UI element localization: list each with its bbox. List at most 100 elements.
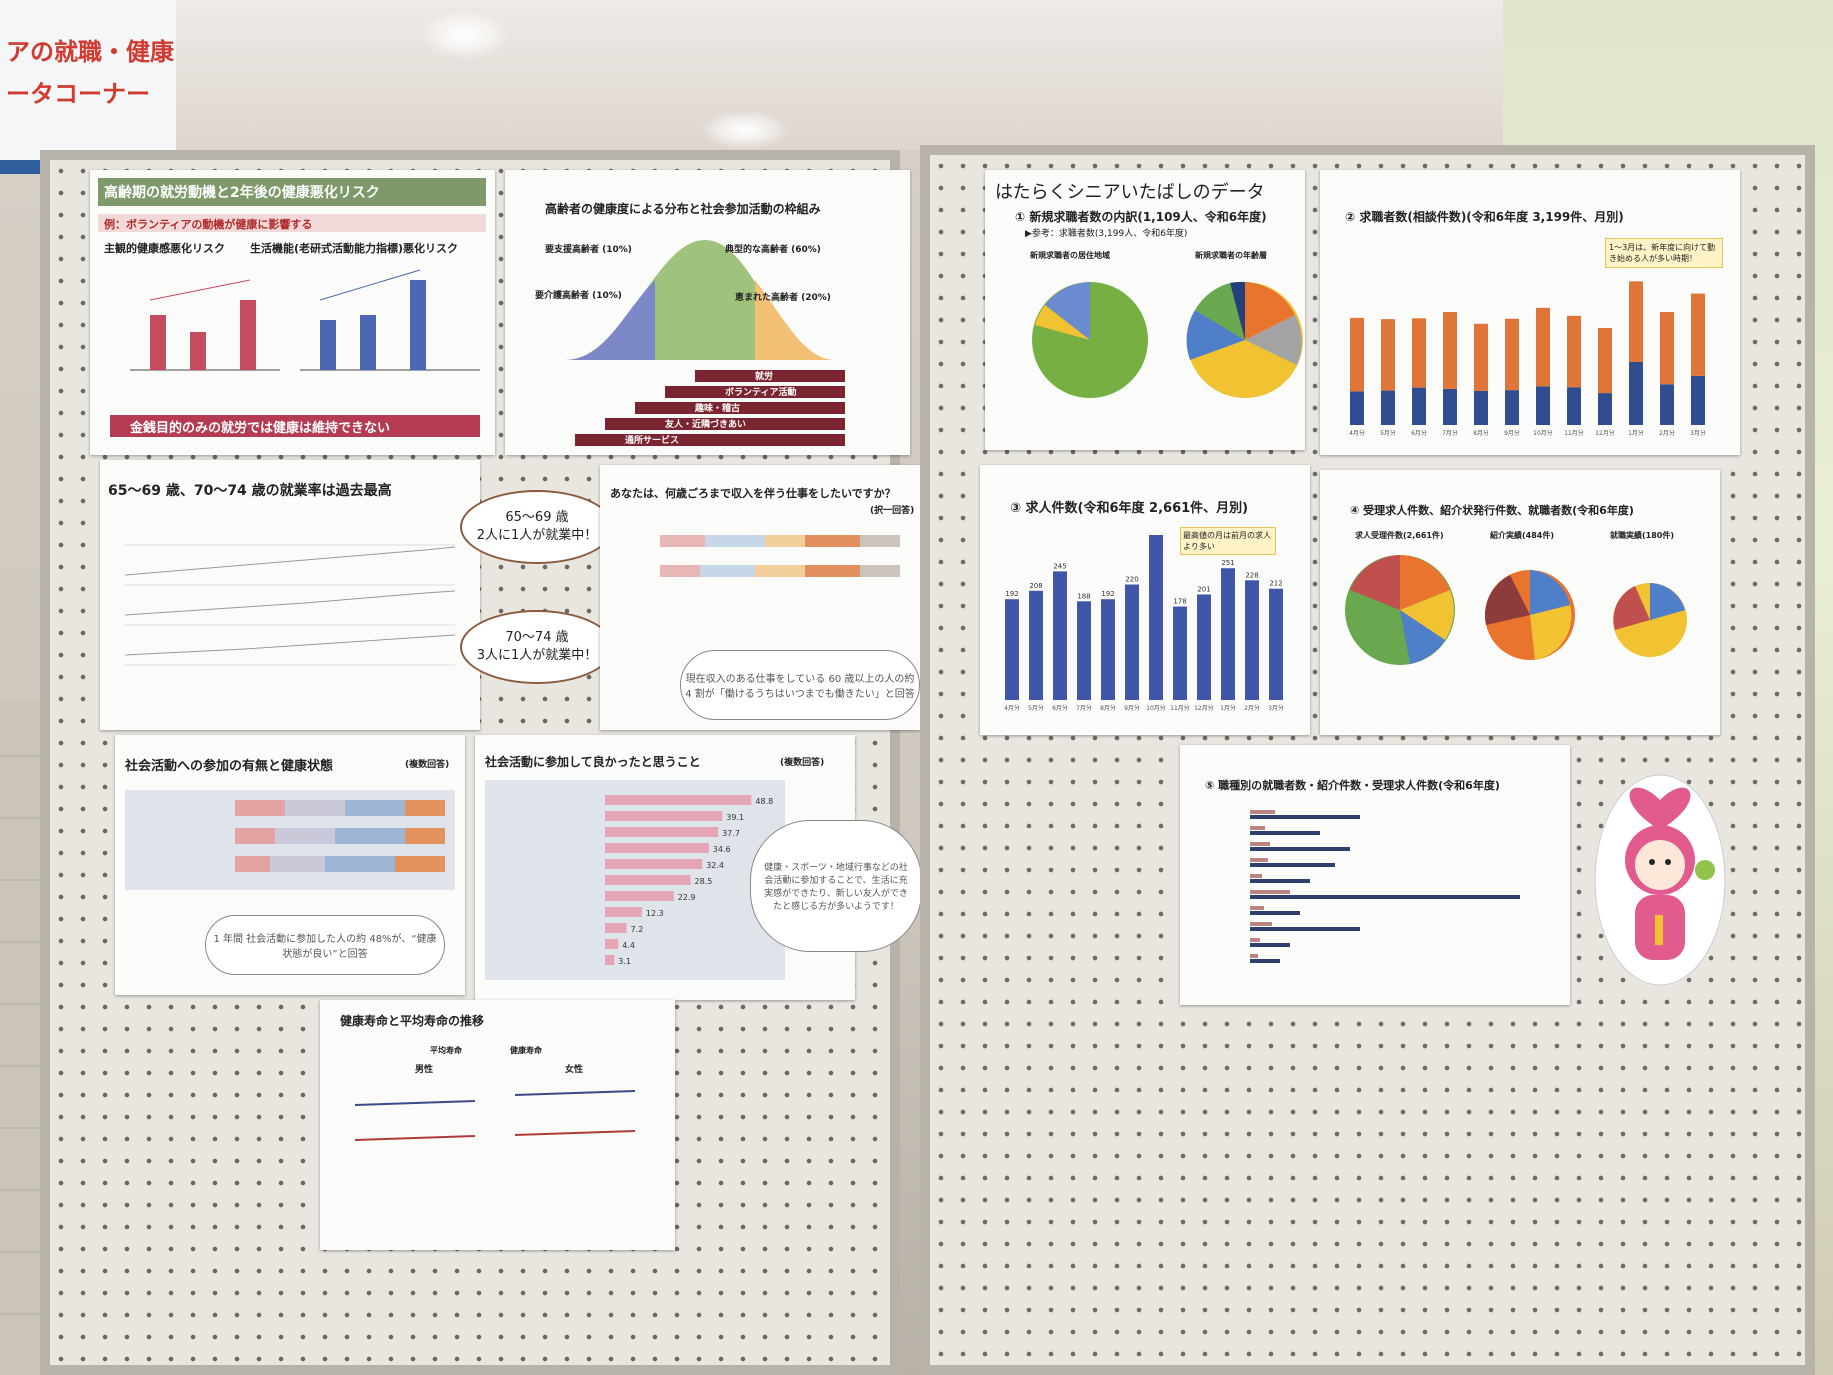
callout-text: 2人に1人が就業中！ xyxy=(476,528,598,543)
poster-conclusion: 金銭目的のみの就労では健康は維持できない xyxy=(130,421,391,436)
benefit-bar xyxy=(605,811,723,821)
applicant-bar-segment xyxy=(1381,319,1395,391)
poster-title: あなたは、何歳ごろまで収入を伴う仕事をしたいですか？ xyxy=(610,487,896,500)
board-header: はたらくシニアいたばしのデータ xyxy=(995,182,1265,203)
poster-title: 社会活動に参加して良かったと思うこと xyxy=(485,755,701,769)
applicant-bar-segment xyxy=(1598,327,1612,394)
applicant-month-label: 3月分 xyxy=(1690,429,1706,437)
benefit-value-label: 22.9 xyxy=(678,893,696,902)
sign-line-2: ータコーナー xyxy=(6,80,150,108)
applicant-bar-segment xyxy=(1381,390,1395,425)
corner-sign: アの就職・健康 ータコーナー xyxy=(0,0,176,174)
pie-label-referrals: 紹介実績(484件) xyxy=(1490,531,1555,540)
offer-bar xyxy=(1197,594,1211,700)
applicant-bar-segment xyxy=(1660,384,1674,425)
applicant-bar-segment xyxy=(1536,307,1550,387)
benefit-value-label: 7.2 xyxy=(631,925,644,934)
applicant-month-label: 6月分 xyxy=(1411,429,1427,437)
dist-label: 要支援高齢者 (10%) xyxy=(545,245,632,255)
bar-chart-benefits: 48.8 39.1 37.7 34.6 32.4 28.5 22.9 12.37.2 4.4 3.… xyxy=(485,780,785,980)
callout-65-69: 65～69 歳 2人に1人が就業中！ xyxy=(460,490,614,564)
chart-job-offers: ③ 求人件数(令和6年度 2,661件、月別) 最高値の月は前月の求人より多い … xyxy=(980,465,1310,735)
dist-label: 典型的な高齢者 (60%) xyxy=(725,245,821,255)
offer-value-label: 192 xyxy=(1005,590,1018,598)
right-pegboard: はたらくシニアいたばしのデータ ① 新規求職者数の内訳(1,109人、令和6年度… xyxy=(920,145,1815,1375)
chart-title: ⑤ 職種別の就職者数・紹介件数・受理求人件数(令和6年度) xyxy=(1205,779,1500,792)
chart-applicants-monthly: ② 求職者数(相談件数)(令和6年度 3,199件、月別) 1～3月は、新年度に… xyxy=(1320,170,1740,455)
benefit-bar xyxy=(605,827,719,837)
poster-tag: (択一回答) xyxy=(870,506,915,516)
chart-label-2: 生活機能(老研式活動能力指標)悪化リスク xyxy=(250,242,459,255)
poster-work-until-age: あなたは、何歳ごろまで収入を伴う仕事をしたいですか？ (択一回答) 現在収入のあ… xyxy=(600,465,920,730)
bar-chart-risk xyxy=(130,269,480,371)
offer-month-label: 3月分 xyxy=(1268,704,1284,712)
offer-month-label: 6月分 xyxy=(1052,704,1068,712)
poster-social-health: 社会活動への参加の有無と健康状態 (複数回答) 1 年間 社会活動に参加した人の… xyxy=(115,735,465,995)
poster-subtitle: 例：ボランティアの動機が健康に影響する xyxy=(104,218,313,231)
callout-age: 70～74 歳 xyxy=(505,630,569,645)
applicant-month-label: 9月分 xyxy=(1504,429,1520,437)
chart-title: ① 新規求職者数の内訳(1,109人、令和6年度) xyxy=(1015,210,1267,224)
offer-month-label: 12月分 xyxy=(1194,704,1214,712)
applicant-bar-segment xyxy=(1536,386,1550,425)
poster-note-cloud: 現在収入のある仕事をしている 60 歳以上の人の約 4 割が「働けるうちはいつま… xyxy=(680,650,920,720)
line-chart-employment xyxy=(124,544,456,666)
step-label: 通所サービス xyxy=(625,436,680,446)
callout-70-74: 70～74 歳 3人に1人が就業中！ xyxy=(460,610,614,684)
pie-charts-applicants xyxy=(1032,281,1303,398)
chart-new-applicants: はたらくシニアいたばしのデータ ① 新規求職者数の内訳(1,109人、令和6年度… xyxy=(985,170,1305,450)
benefit-value-label: 39.1 xyxy=(726,813,744,822)
applicant-bar-segment xyxy=(1629,362,1643,425)
applicant-bar-segment xyxy=(1629,281,1643,362)
offer-month-label: 1月分 xyxy=(1220,704,1236,712)
line-chart-lifespan xyxy=(354,1090,636,1141)
left-pegboard: 高齢期の就労動機と2年後の健康悪化リスク 例：ボランティアの動機が健康に影響する… xyxy=(40,150,922,1375)
applicant-bar-segment xyxy=(1505,390,1519,425)
applicant-bar-segment xyxy=(1691,375,1705,425)
stacked-bars-health xyxy=(125,790,455,890)
applicant-bar-segment xyxy=(1443,388,1457,425)
chart-received-offers: ④ 受理求人件数、紹介状発行件数、就職者数(令和6年度) 求人受理件数(2,66… xyxy=(1320,470,1720,735)
benefit-callout-cloud: 健康・スポーツ・地域行事などの社会活動に参加することで、生活に充実感ができたり、… xyxy=(750,820,922,952)
poster-distribution: 高齢者の健康度による分布と社会参加活動の枠組み 要支援高齢者 (10%) 要介護… xyxy=(505,170,910,455)
offer-bar xyxy=(1053,571,1067,700)
offer-month-label: 8月分 xyxy=(1100,704,1116,712)
offer-value-label: 192 xyxy=(1101,590,1114,598)
step-label: ボランティア活動 xyxy=(725,388,797,398)
chart-title: ④ 受理求人件数、紹介状発行件数、就職者数(令和6年度) xyxy=(1350,504,1634,517)
applicant-month-label: 8月分 xyxy=(1473,429,1489,437)
bar-chart-offers: 1924月分2085月分2456月分1887月分1928月分2209月分3461… xyxy=(1004,535,1284,712)
applicant-month-label: 10月分 xyxy=(1533,429,1553,437)
poster-motivation-risk: 高齢期の就労動機と2年後の健康悪化リスク 例：ボランティアの動機が健康に影響する… xyxy=(90,170,495,455)
applicant-bar-segment xyxy=(1567,315,1581,388)
offer-value-label: 208 xyxy=(1029,582,1042,590)
legend-avg: 平均寿命 xyxy=(430,1046,462,1055)
benefit-bar xyxy=(605,891,674,901)
offer-bar xyxy=(1005,599,1019,700)
hbar-chart-occupation xyxy=(1250,810,1520,963)
benefit-value-label: 34.6 xyxy=(713,845,731,854)
offer-month-label: 9月分 xyxy=(1124,704,1140,712)
benefit-value-label: 3.1 xyxy=(618,957,631,966)
step-label: 就労 xyxy=(755,372,774,382)
offer-month-label: 10月分 xyxy=(1146,704,1166,712)
applicant-bar-segment xyxy=(1412,387,1426,425)
mascot-character xyxy=(1594,774,1726,986)
applicant-bar-segment xyxy=(1505,318,1519,391)
offer-value-label: 188 xyxy=(1077,592,1090,600)
chart-note: ▶参考：求職者数(3,199人、令和6年度) xyxy=(1025,229,1188,239)
benefit-bar xyxy=(605,907,642,917)
benefit-bar xyxy=(605,923,627,933)
pie-label-hires: 就職実績(180件) xyxy=(1610,531,1675,540)
poster-title: 社会活動への参加の有無と健康状態 xyxy=(125,759,334,774)
offer-month-label: 11月分 xyxy=(1170,704,1190,712)
dist-label: 恵まれた高齢者 (20%) xyxy=(735,293,831,303)
applicant-month-label: 11月分 xyxy=(1564,429,1584,437)
applicant-month-label: 2月分 xyxy=(1659,429,1675,437)
poster-note-cloud: 1 年間 社会活動に参加した人の約 48%が、“健康状態が良い”と回答 xyxy=(205,915,445,975)
benefit-value-label: 28.5 xyxy=(695,877,713,886)
panel-label-female: 女性 xyxy=(565,1065,584,1075)
step-label: 趣味・稽古 xyxy=(695,404,741,414)
poster-title: 高齢者の健康度による分布と社会参加活動の枠組み xyxy=(545,202,821,216)
chart-title: ③ 求人件数(令和6年度 2,661件、月別) xyxy=(1010,501,1249,516)
